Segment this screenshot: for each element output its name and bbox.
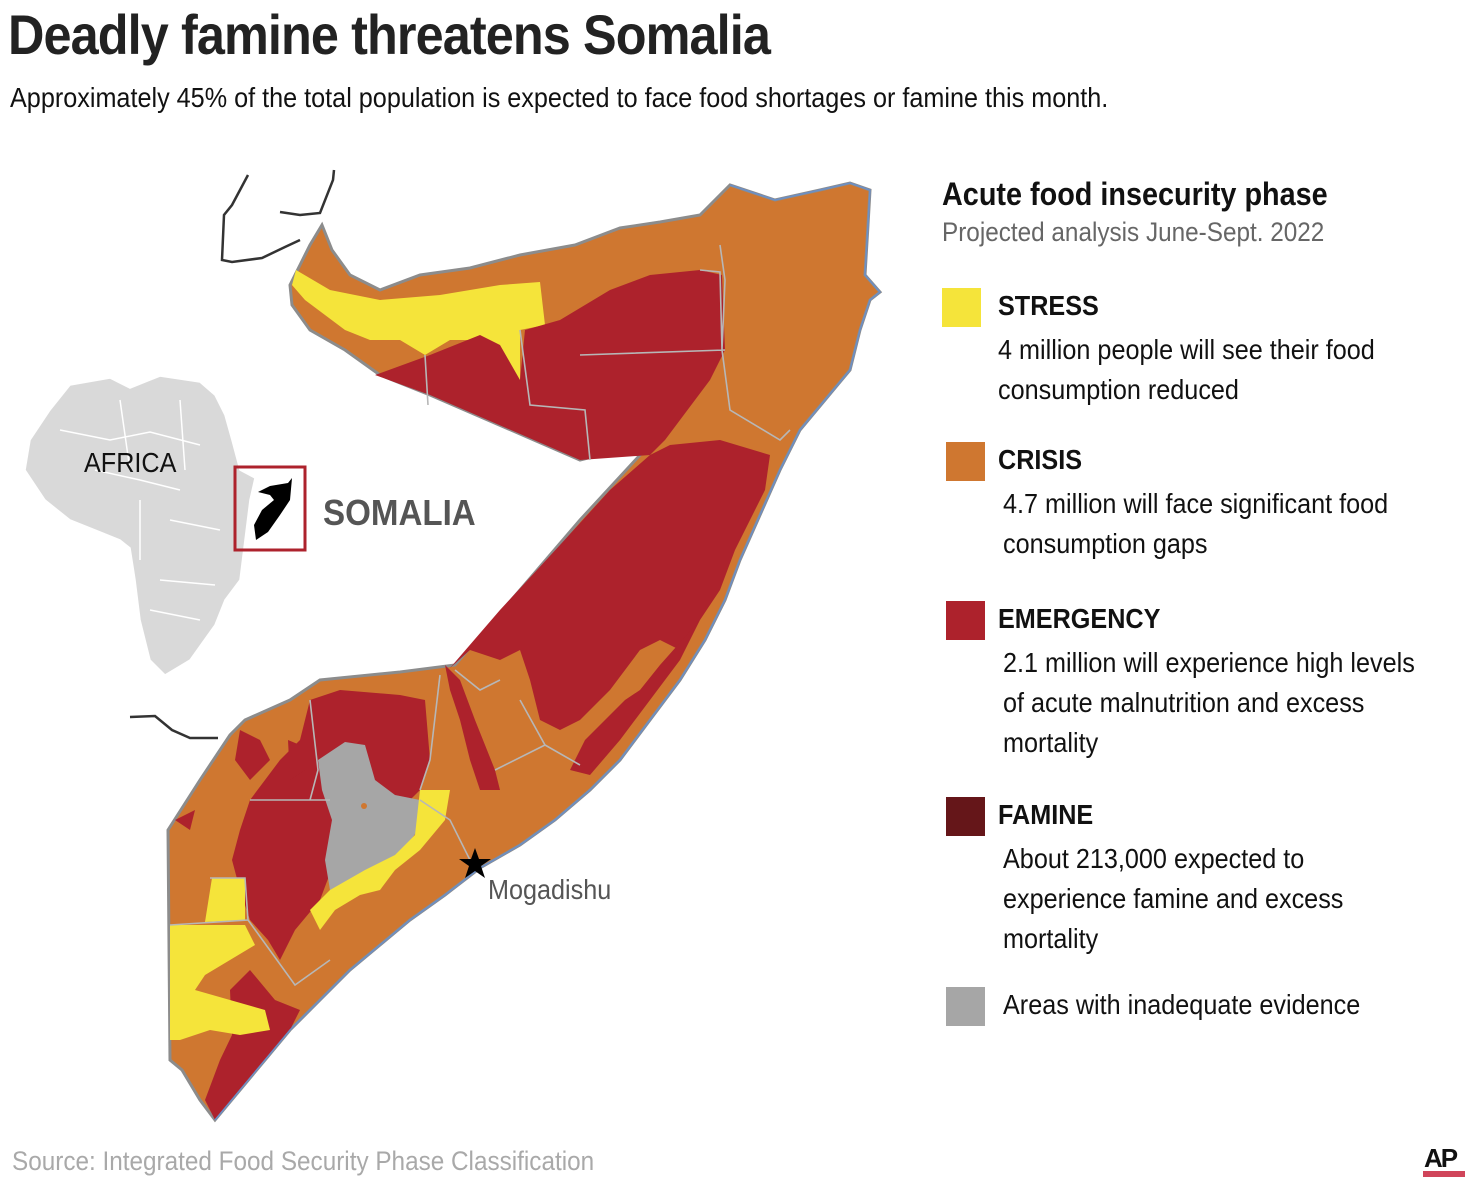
legend-label: EMERGENCY <box>998 603 1161 634</box>
africa-label: AFRICA <box>84 447 177 478</box>
legend-desc: 4.7 million will face significant food c… <box>1003 488 1389 559</box>
famine-swatch <box>946 797 985 836</box>
star-icon <box>459 848 491 878</box>
legend-label: FAMINE <box>998 799 1094 830</box>
legend-title: Acute food insecurity phase <box>942 176 1328 212</box>
legend-label: CRISIS <box>998 444 1083 475</box>
inadequate-swatch <box>946 987 985 1026</box>
page-subtitle: Approximately 45% of the total populatio… <box>10 82 1109 113</box>
ap-logo-bar <box>1423 1171 1465 1177</box>
stress-swatch <box>942 288 981 327</box>
ap-logo: AP <box>1424 1143 1458 1173</box>
legend-subtitle: Projected analysis June-Sept. 2022 <box>942 217 1325 247</box>
somalia-map <box>24 169 883 1123</box>
crisis-swatch <box>946 442 985 481</box>
legend-desc: 4 million people will see their food con… <box>998 334 1375 405</box>
legend: Acute food insecurity phase Projected an… <box>942 176 1442 1026</box>
page-title: Deadly famine threatens Somalia <box>8 3 771 66</box>
source-note: Source: Integrated Food Security Phase C… <box>12 1146 595 1176</box>
somalia-inset-box <box>233 465 307 552</box>
legend-label: Areas with inadequate evidence <box>1003 989 1361 1020</box>
somalia-label: SOMALIA <box>323 492 476 533</box>
emergency-swatch <box>946 601 985 640</box>
inadequate-area <box>318 742 420 890</box>
legend-desc: 2.1 million will experience high levels … <box>1003 647 1415 758</box>
somalia-inset-shape <box>254 478 292 540</box>
mogadishu-label: Mogadishu <box>488 874 612 905</box>
legend-desc: About 213,000 expected to experience fam… <box>1003 843 1344 954</box>
legend-label: STRESS <box>998 290 1099 321</box>
africa-inset <box>24 375 307 676</box>
